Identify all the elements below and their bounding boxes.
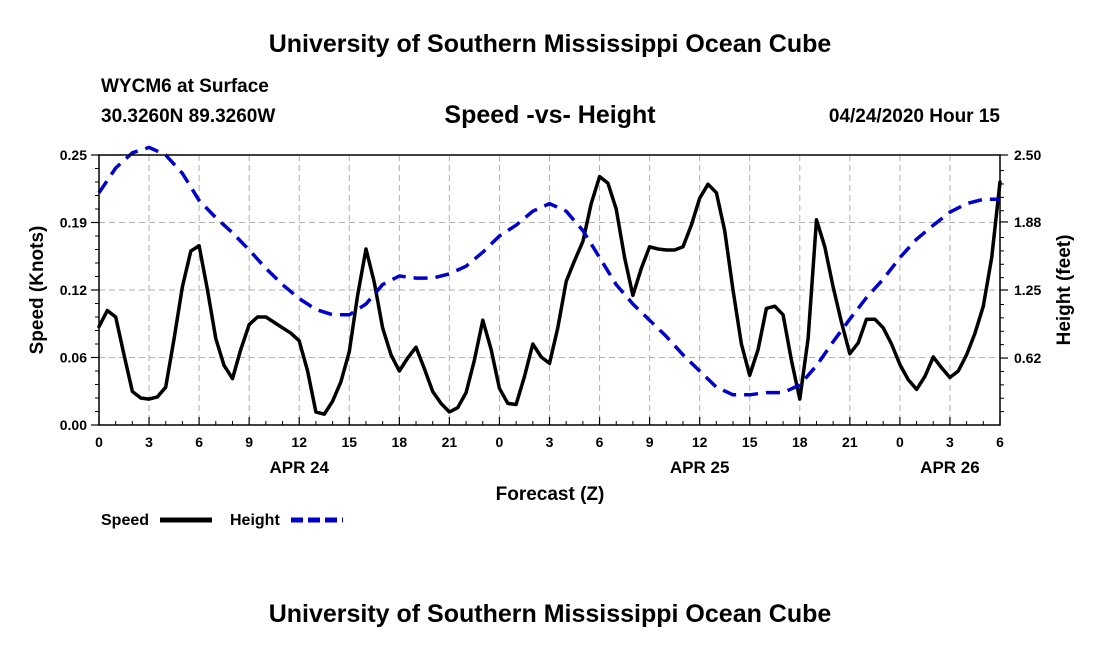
- x-tick-label: 15: [742, 434, 758, 450]
- station-label: WYCM6 at Surface: [101, 76, 269, 97]
- y-left-tick-label: 0.00: [60, 417, 87, 433]
- y-left-tick-label: 0.12: [60, 282, 87, 298]
- y-right-tick-label: 0.62: [1014, 350, 1041, 366]
- page-title: University of Southern Mississippi Ocean…: [268, 30, 832, 58]
- x-tick-label: 6: [195, 434, 203, 450]
- x-tick-label: 18: [792, 434, 808, 450]
- x-tick-label: 6: [596, 434, 604, 450]
- x-tick-label: 9: [646, 434, 654, 450]
- legend-label-height: Height: [230, 512, 280, 529]
- x-tick-label: 6: [996, 434, 1004, 450]
- x-date-label: APR 26: [920, 458, 980, 477]
- y-right-tick-label: 1.25: [1014, 282, 1041, 298]
- x-tick-label: 12: [291, 434, 307, 450]
- x-tick-label: 9: [245, 434, 253, 450]
- x-tick-label: 3: [546, 434, 554, 450]
- x-tick-label: 0: [896, 434, 904, 450]
- series-height-line: [97, 145, 1000, 397]
- x-tick-label: 21: [842, 434, 858, 450]
- x-date-label: APR 24: [269, 458, 329, 477]
- y-left-tick-label: 0.25: [60, 147, 87, 163]
- x-tick-label: 3: [946, 434, 954, 450]
- x-tick-label: 15: [341, 434, 357, 450]
- legend-label-speed: Speed: [101, 512, 149, 529]
- chart-subtitle: Speed -vs- Height: [444, 101, 656, 129]
- y-axis-right-title: Height (feet): [1054, 235, 1075, 346]
- grid-lines: [99, 155, 1000, 425]
- x-tick-label: 3: [145, 434, 153, 450]
- x-tick-label: 18: [392, 434, 408, 450]
- x-tick-label: 0: [95, 434, 103, 450]
- x-axis-title: Forecast (Z): [496, 484, 605, 505]
- axis-ticks: [91, 154, 1008, 426]
- x-tick-label: 21: [442, 434, 458, 450]
- y-axis-left-title: Speed (Knots): [27, 226, 48, 355]
- series-layer: [97, 145, 1002, 416]
- y-left-tick-label: 0.19: [60, 215, 87, 231]
- series-speed-line: [97, 174, 1002, 416]
- legend: Speed Height: [101, 512, 343, 529]
- footer-title: University of Southern Mississippi Ocean…: [268, 600, 832, 628]
- x-tick-label: 0: [496, 434, 504, 450]
- y-left-tick-label: 0.06: [60, 350, 87, 366]
- x-date-label: APR 25: [670, 458, 730, 477]
- axis-labels: 0 3 6 9 12 15 18 21 0 3 6 9 12 15 18 21 0 3 6 APR 24 APR 25 A…: [60, 147, 1042, 477]
- y-right-tick-label: 1.88: [1014, 214, 1041, 230]
- forecast-datestamp: 04/24/2020 Hour 15: [828, 106, 1000, 127]
- x-tick-label: 12: [692, 434, 708, 450]
- coordinates-label: 30.3260N 89.3260W: [101, 106, 276, 127]
- y-right-tick-label: 2.50: [1014, 147, 1041, 163]
